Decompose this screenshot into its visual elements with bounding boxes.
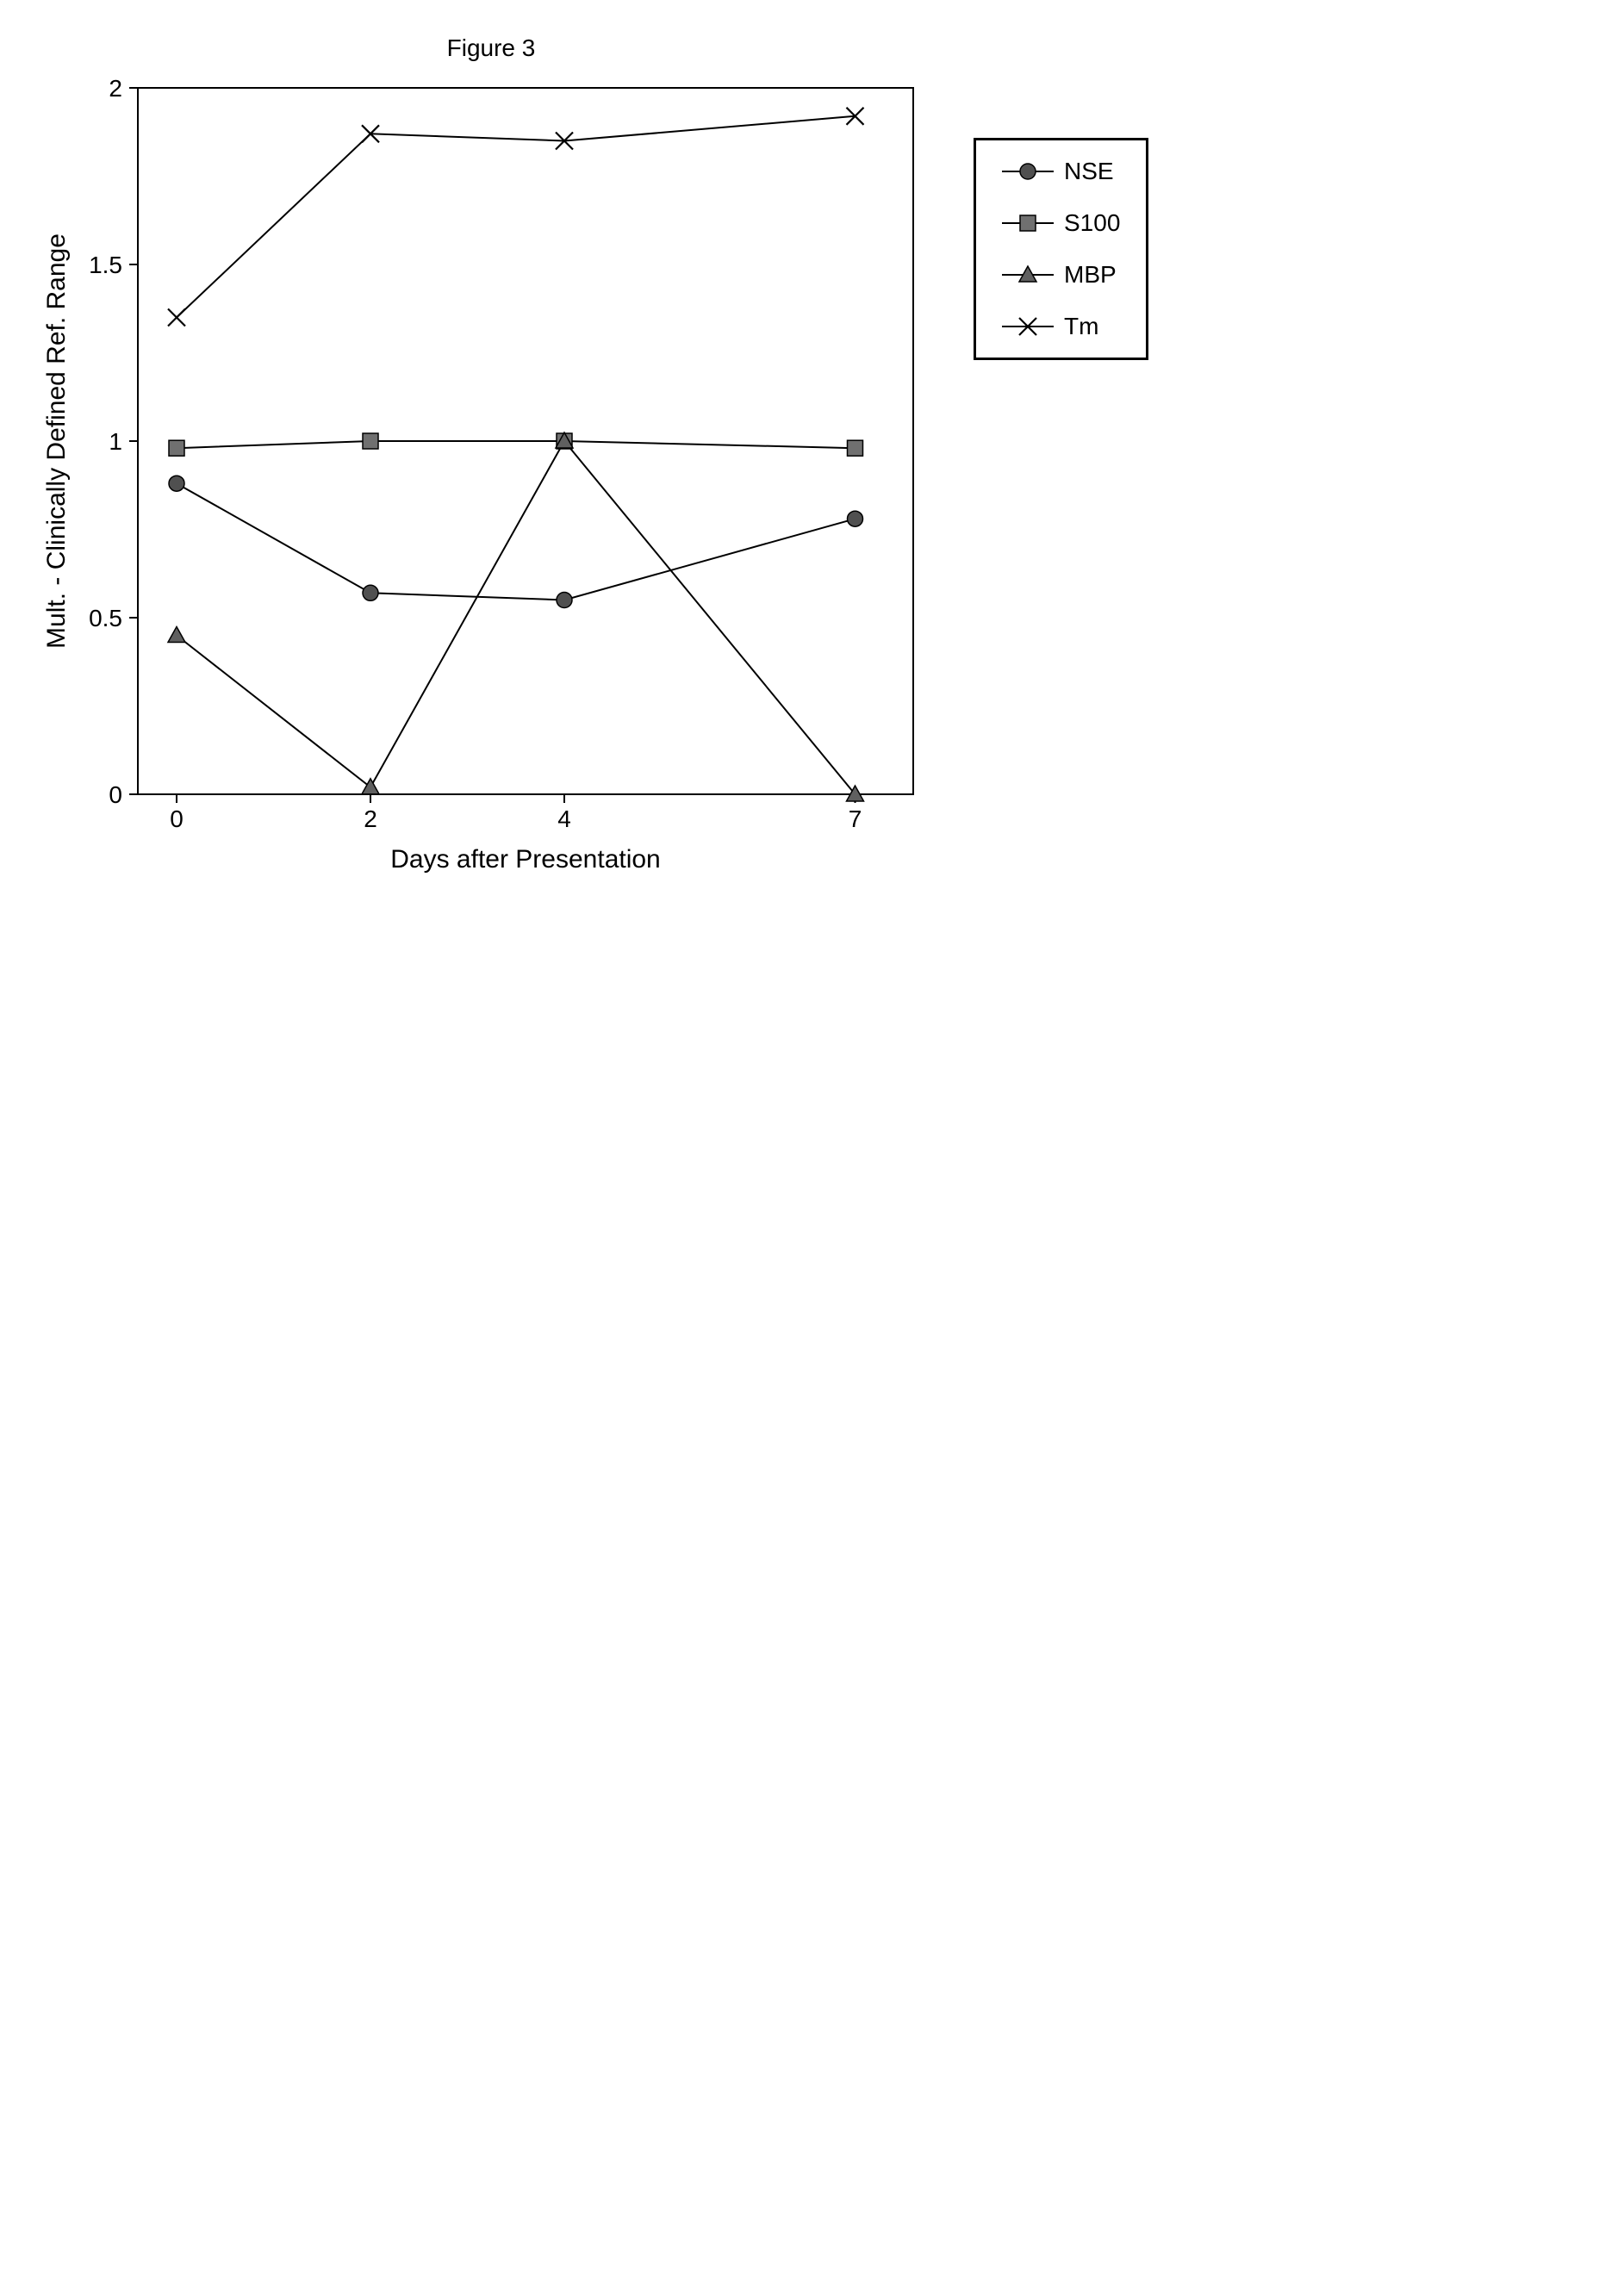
x-tick-label: 7 — [849, 805, 862, 832]
x-tick-label: 2 — [364, 805, 377, 832]
y-tick-label: 0.5 — [89, 605, 122, 631]
legend-marker — [1002, 264, 1054, 285]
legend-label: S100 — [1064, 209, 1120, 237]
legend-symbol-icon — [1017, 316, 1038, 337]
legend: NSE S100 MBP Tm — [974, 138, 1148, 360]
legend-label: Tm — [1064, 313, 1098, 340]
marker-square — [169, 440, 184, 456]
marker-square — [363, 433, 378, 449]
x-tick-label: 4 — [557, 805, 571, 832]
y-tick-label: 1.5 — [89, 252, 122, 278]
marker-triangle — [168, 627, 185, 643]
x-axis-label: Days after Presentation — [390, 845, 661, 874]
marker-circle — [1020, 164, 1036, 179]
y-axis-label: Mult. - Clinically Defined Ref. Range — [42, 233, 71, 649]
marker-square — [848, 440, 863, 456]
legend-item-mbp: MBP — [1002, 261, 1120, 289]
legend-marker — [1002, 213, 1054, 233]
marker-circle — [848, 511, 863, 526]
y-tick-label: 0 — [109, 781, 122, 808]
marker-triangle — [1019, 266, 1036, 282]
legend-item-s100: S100 — [1002, 209, 1120, 237]
legend-marker — [1002, 161, 1054, 182]
chart-title: Figure 3 — [34, 34, 948, 62]
chart-container: Figure 3 0 0.5 1 1.5 2 0 2 4 7 Mult. - Clinically… — [34, 34, 948, 893]
marker-circle — [169, 476, 184, 491]
legend-symbol-icon — [1017, 213, 1038, 233]
legend-item-tm: Tm — [1002, 313, 1120, 340]
legend-label: MBP — [1064, 261, 1117, 289]
y-tick-label: 2 — [109, 75, 122, 102]
x-tick-label: 0 — [170, 805, 184, 832]
series-line-nse — [177, 483, 856, 600]
legend-symbol-icon — [1017, 264, 1038, 285]
marker-circle — [557, 593, 572, 608]
line-chart: 0 0.5 1 1.5 2 0 2 4 7 Mult. - Clinically Defined … — [34, 71, 948, 889]
legend-marker — [1002, 316, 1054, 337]
legend-label: NSE — [1064, 158, 1114, 185]
series-line-mbp — [177, 441, 856, 794]
legend-symbol-icon — [1017, 161, 1038, 182]
marker-triangle — [362, 779, 379, 794]
marker-square — [1020, 215, 1036, 231]
series-line-tm — [177, 116, 856, 318]
series-line-s100 — [177, 441, 856, 448]
marker-circle — [363, 585, 378, 600]
legend-item-nse: NSE — [1002, 158, 1120, 185]
y-tick-label: 1 — [109, 428, 122, 455]
